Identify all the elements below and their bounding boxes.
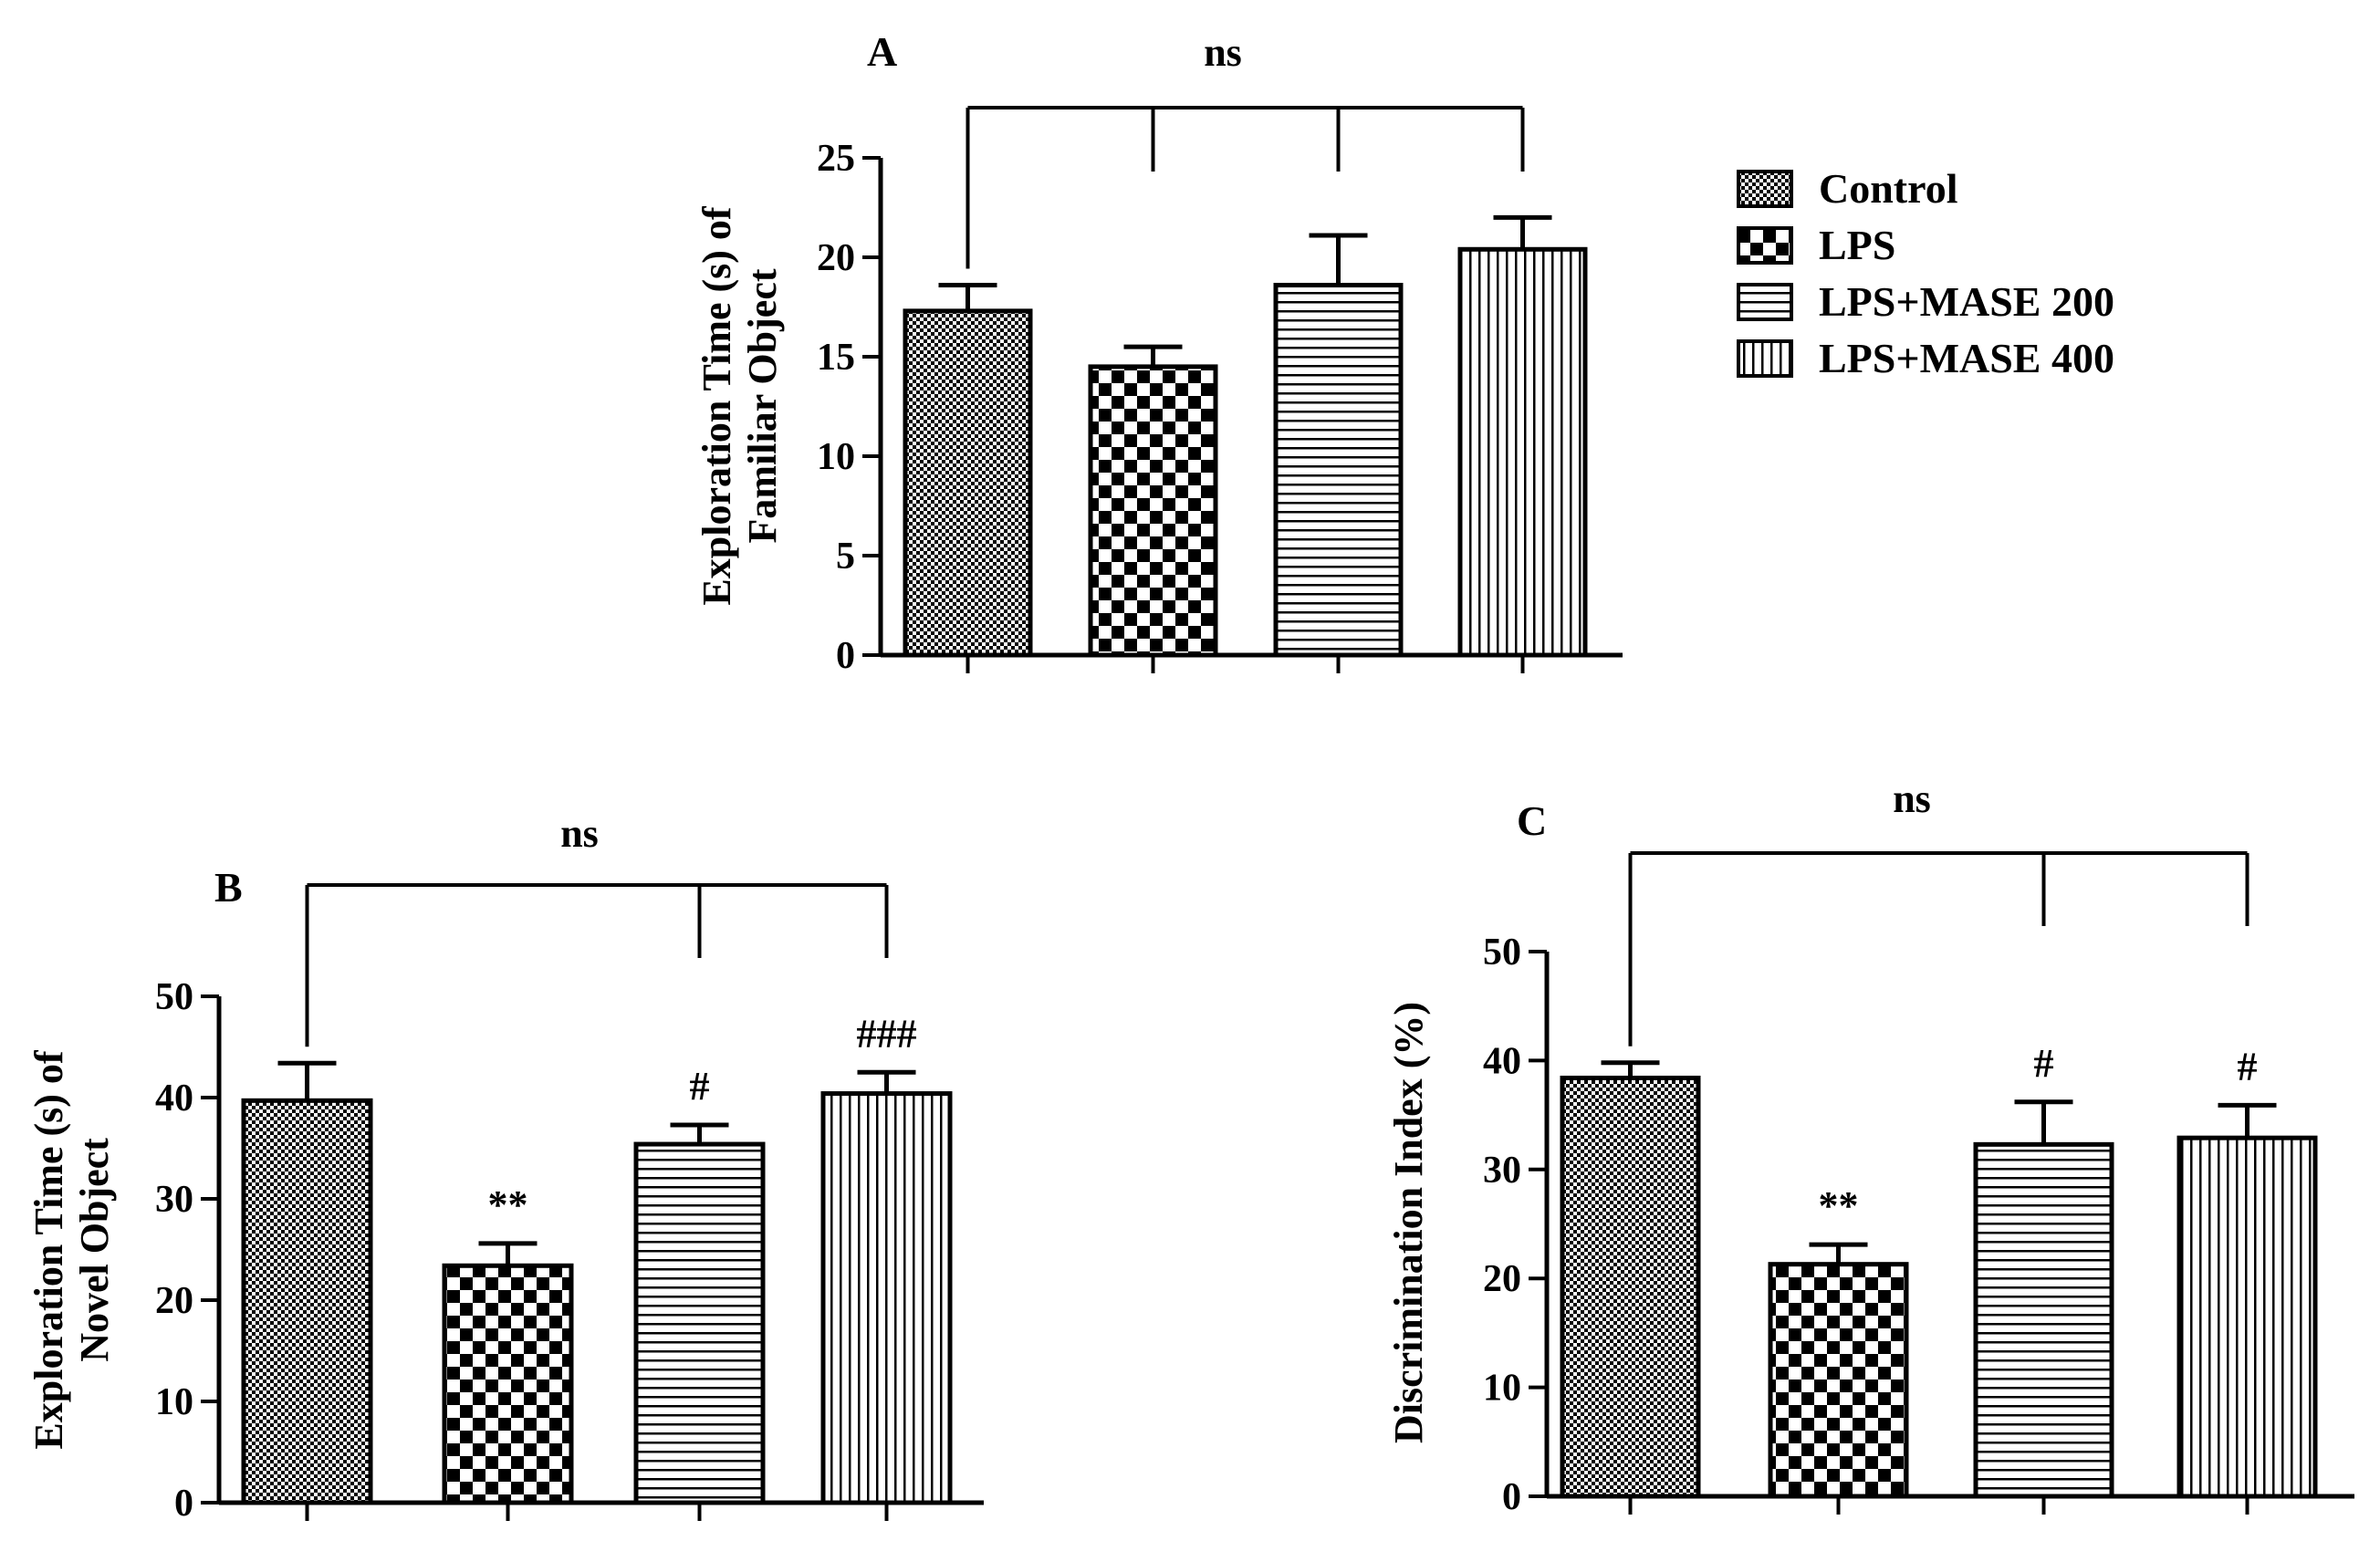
chart-panel-b: 0 10 20 30 40 50 Exploration Time (s) ofNovel … (26, 811, 984, 1525)
y-tick-label: 15 (817, 337, 855, 379)
y-tick-label: 25 (817, 138, 855, 180)
y-tick-label: 40 (155, 1078, 193, 1119)
y-tick-label: 50 (1483, 932, 1521, 974)
panel-label: B (214, 864, 243, 911)
bar-control (903, 308, 1033, 658)
significance-mark: ** (1819, 1183, 1859, 1228)
bar-lps-mase-400 (2176, 1135, 2318, 1499)
y-tick-label: 0 (836, 635, 855, 677)
bar-lps-mase-200 (1973, 1141, 2114, 1499)
y-axis-label: Discrimination Index (%) (1386, 1002, 1431, 1443)
legend-label: LPS+MASE 200 (1819, 278, 2114, 325)
y-tick-label: 10 (1483, 1368, 1521, 1410)
significance-mark: ** (488, 1182, 528, 1227)
y-tick-label: 20 (155, 1280, 193, 1322)
panel-label: C (1517, 797, 1547, 844)
legend-label: Control (1819, 165, 1958, 212)
legend-label: LPS (1819, 222, 1895, 268)
significance-mark: # (2238, 1044, 2258, 1088)
y-axis-label: Exploration Time (s) ofFamiliar Object (694, 205, 785, 606)
chart-panel-c: 0 10 20 30 40 50 Discrimination Index (%) C ** # #… (1386, 776, 2354, 1518)
bar-lps-mase-400 (820, 1091, 953, 1505)
bar-lps-mase-400 (1457, 246, 1588, 658)
bar-control (241, 1098, 373, 1505)
bar-control (1560, 1076, 1701, 1499)
legend-swatch (1737, 283, 1793, 321)
bar-lps-mase-200 (633, 1141, 766, 1505)
bar-lps (1768, 1262, 1909, 1499)
y-tick-label: 40 (1483, 1040, 1521, 1082)
y-tick-label: 10 (155, 1381, 193, 1423)
y-tick-label: 0 (1502, 1476, 1521, 1518)
legend-swatch (1737, 339, 1793, 378)
bar-lps (442, 1263, 574, 1505)
y-tick-label: 30 (1483, 1150, 1521, 1192)
significance-mark: ### (857, 1011, 917, 1056)
bar-lps-mase-200 (1273, 283, 1404, 658)
significance-mark: # (2034, 1041, 2054, 1086)
y-tick-label: 20 (1483, 1258, 1521, 1300)
y-tick-label: 20 (817, 237, 855, 279)
bracket-label: ns (560, 811, 599, 856)
y-tick-label: 10 (817, 436, 855, 478)
chart-panel-a: 0 5 10 15 20 25 Exploration Time (s) ofFamilia… (694, 28, 1623, 677)
legend-label: LPS+MASE 400 (1819, 335, 2114, 381)
bar-lps (1088, 364, 1218, 658)
y-tick-label: 50 (155, 976, 193, 1018)
panel-label: A (867, 28, 897, 75)
bracket-label: ns (1893, 776, 1931, 821)
y-tick-label: 30 (155, 1179, 193, 1221)
y-axis-label: Exploration Time (s) ofNovel Object (26, 1049, 117, 1450)
legend: Control LPS LPS+MASE 200 LPS+MASE 400 (1737, 165, 2114, 381)
significance-mark: # (690, 1064, 710, 1109)
y-tick-label: 0 (174, 1483, 193, 1525)
y-tick-label: 5 (836, 536, 855, 578)
legend-swatch (1737, 226, 1793, 265)
legend-swatch (1737, 170, 1793, 208)
bracket-label: ns (1204, 30, 1242, 75)
